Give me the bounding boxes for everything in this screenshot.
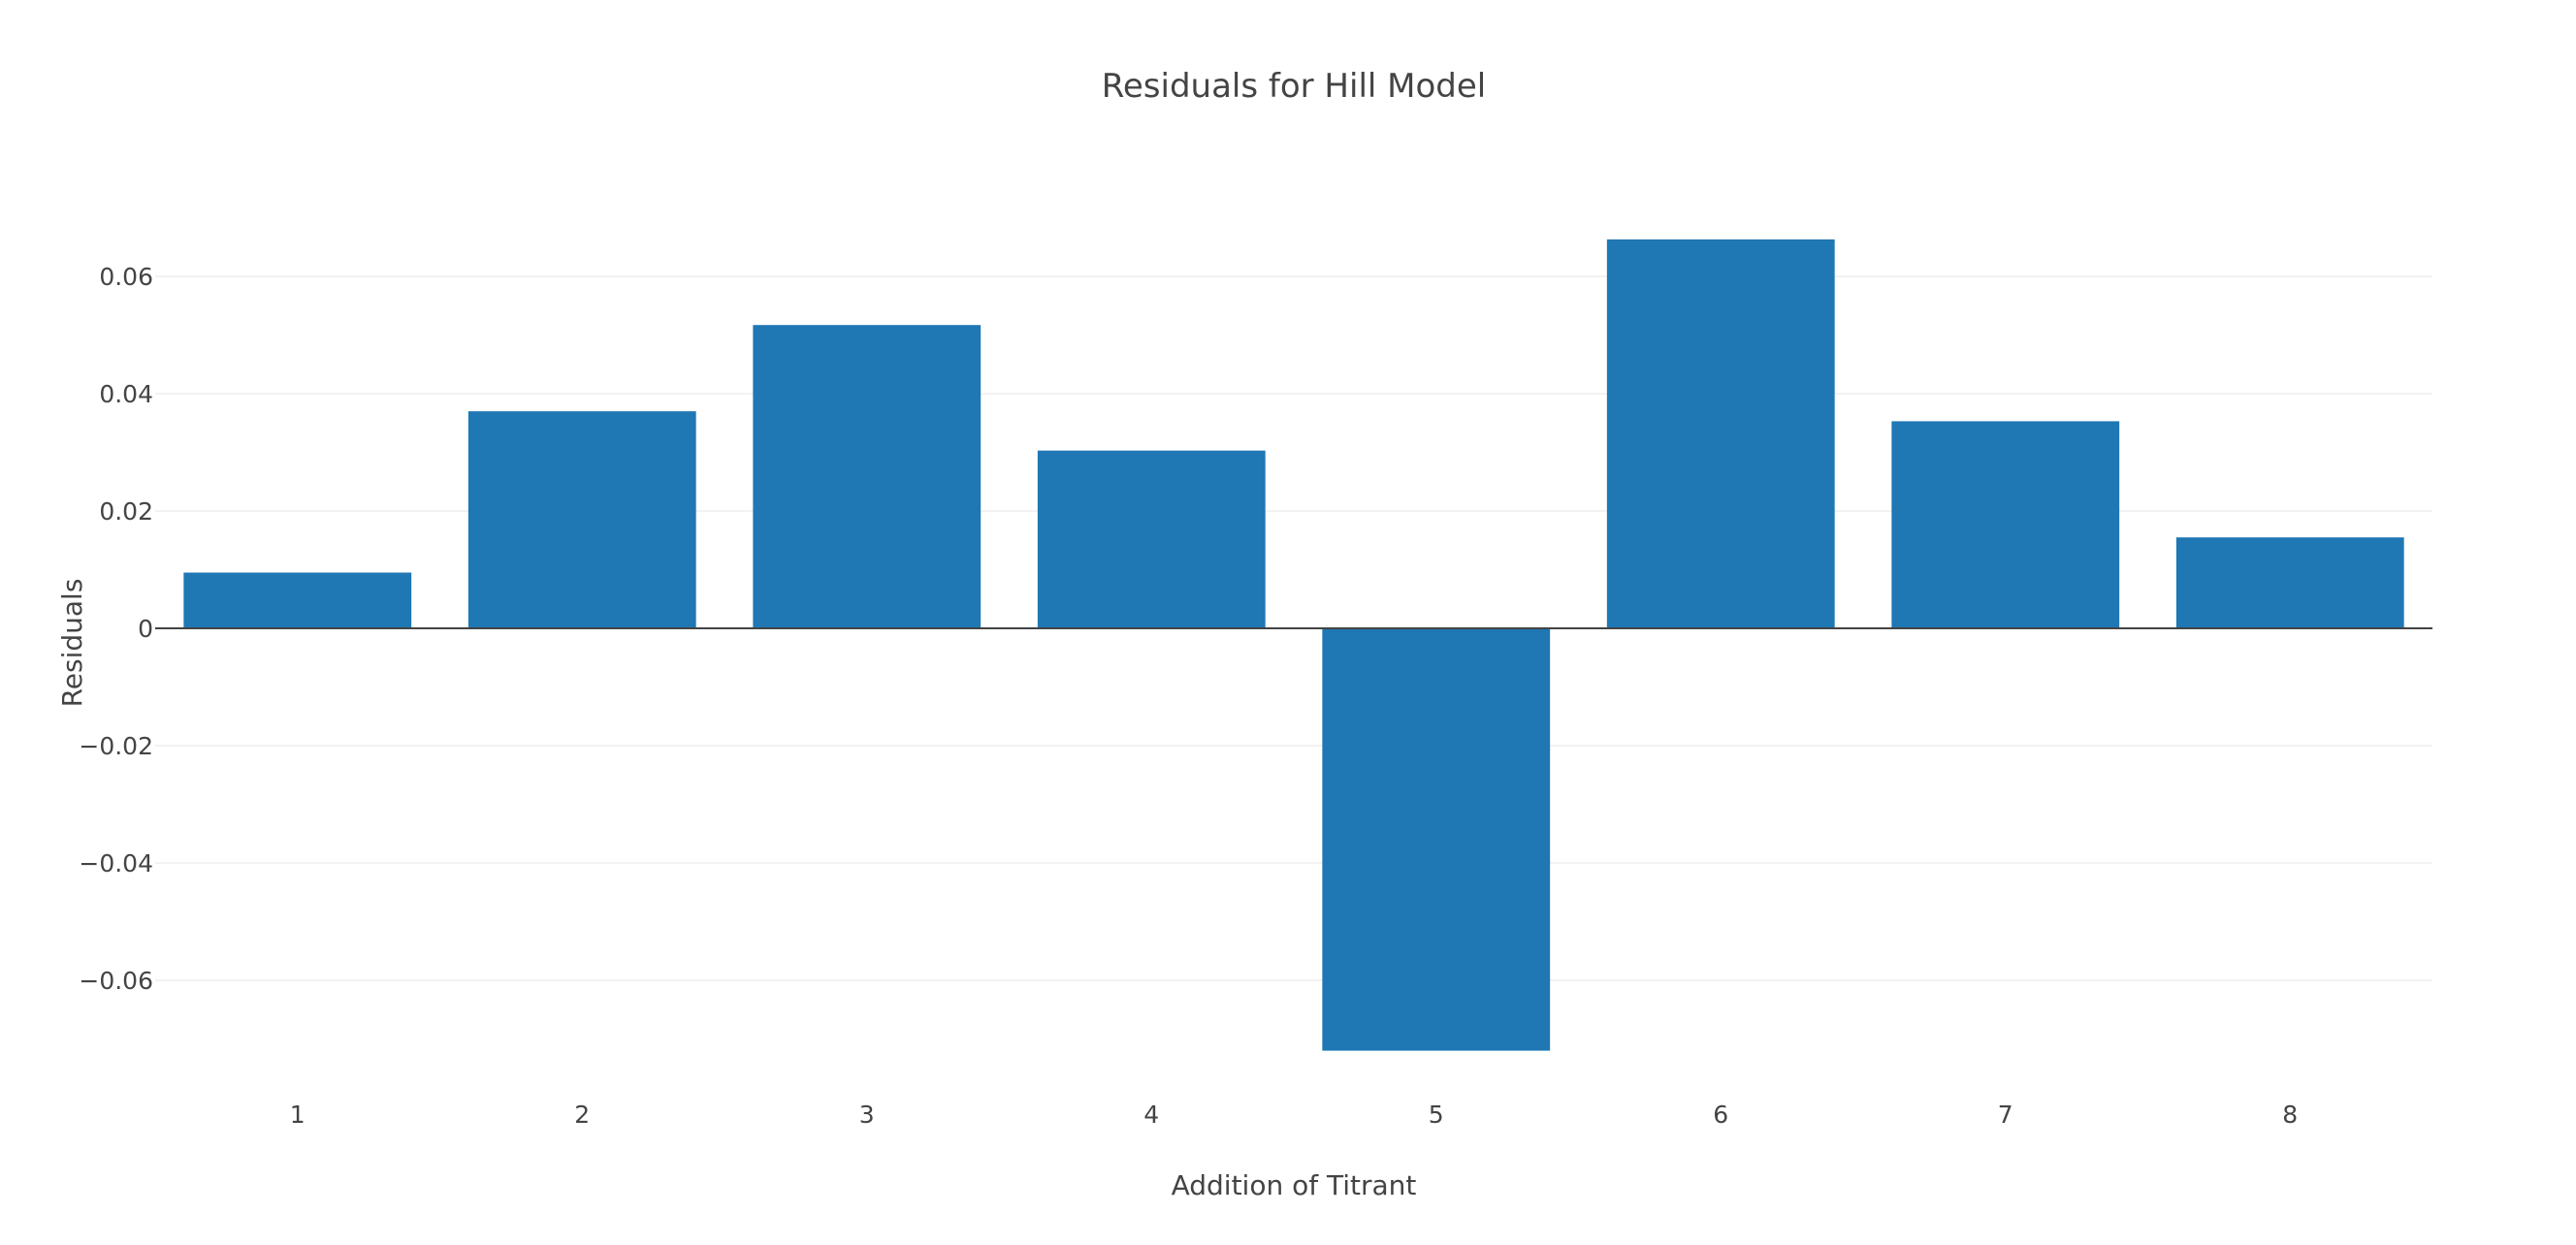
x-tick-label: 4 <box>1143 1101 1159 1129</box>
x-tick-label: 3 <box>859 1101 875 1129</box>
bar[interactable] <box>1322 628 1551 1051</box>
y-axis-title: Residuals <box>56 579 88 708</box>
bar[interactable] <box>467 411 696 628</box>
x-tick-label: 2 <box>574 1101 590 1129</box>
x-tick-label: 5 <box>1429 1101 1444 1129</box>
bars <box>183 239 2404 1051</box>
x-axis-title: Addition of Titrant <box>1172 1169 1417 1201</box>
y-tick-label: −0.06 <box>79 967 153 995</box>
bar[interactable] <box>2175 537 2404 628</box>
y-tick-label: −0.04 <box>79 849 153 878</box>
x-tick-label: 6 <box>1713 1101 1728 1129</box>
chart-title: Residuals for Hill Model <box>1102 67 1486 106</box>
y-tick-label: 0.06 <box>99 263 153 291</box>
y-tick-label: −0.02 <box>79 732 153 760</box>
x-tick-label: 8 <box>2282 1101 2298 1129</box>
bar[interactable] <box>753 325 982 628</box>
bar[interactable] <box>1891 421 2120 628</box>
bar[interactable] <box>183 572 412 628</box>
y-axis-ticks: −0.06 −0.04 −0.02 0 0.02 0.04 0.06 <box>79 263 153 995</box>
x-axis-ticks: 1 2 3 4 5 6 7 8 <box>290 1101 2298 1129</box>
bar[interactable] <box>1037 450 1266 628</box>
x-tick-label: 7 <box>1998 1101 2013 1129</box>
bar[interactable] <box>1606 239 1835 628</box>
y-tick-label: 0 <box>138 615 153 643</box>
y-tick-label: 0.04 <box>99 380 153 408</box>
x-tick-label: 1 <box>290 1101 306 1129</box>
y-tick-label: 0.02 <box>99 497 153 526</box>
